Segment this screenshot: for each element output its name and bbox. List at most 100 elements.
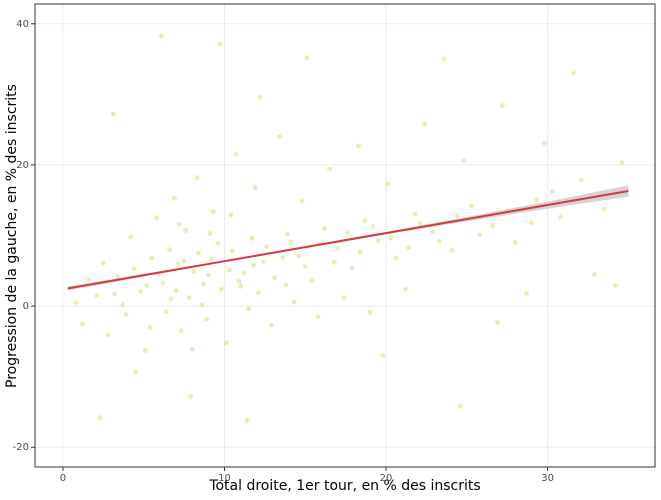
point [110, 111, 116, 117]
point [226, 267, 232, 273]
point [430, 229, 436, 235]
point [280, 254, 286, 260]
point [210, 209, 216, 214]
point [149, 255, 155, 261]
point [236, 278, 242, 284]
point [196, 250, 202, 256]
point [105, 332, 111, 338]
point [199, 302, 205, 308]
point [223, 340, 229, 346]
point [264, 244, 269, 250]
point [449, 247, 455, 253]
point [315, 314, 321, 320]
point [541, 140, 547, 146]
point [461, 158, 466, 164]
point [285, 231, 290, 237]
point [79, 321, 85, 327]
point [217, 41, 223, 47]
point [388, 235, 394, 241]
point [558, 214, 563, 220]
point [362, 218, 368, 224]
point [495, 319, 500, 325]
point [205, 272, 211, 278]
panel [35, 4, 655, 467]
point [393, 255, 399, 261]
point [218, 286, 224, 292]
point [309, 278, 315, 284]
point [272, 275, 277, 281]
point [499, 103, 505, 109]
point [207, 230, 213, 236]
y-tick-label: 20 [16, 160, 29, 171]
point [160, 280, 166, 286]
point [579, 177, 584, 183]
point [299, 198, 305, 204]
point [260, 259, 266, 265]
point [189, 346, 195, 352]
point [131, 266, 137, 272]
panel-border [34, 3, 656, 468]
point [168, 296, 174, 302]
point [344, 230, 350, 236]
point [601, 206, 607, 212]
fit-line [67, 190, 629, 290]
point [252, 185, 258, 190]
point [181, 258, 187, 264]
point [406, 245, 412, 250]
point [128, 234, 134, 240]
point [380, 353, 386, 358]
y-tick-label: 40 [16, 19, 29, 30]
point [142, 348, 148, 353]
point [613, 283, 618, 289]
point [288, 239, 294, 245]
point [244, 418, 250, 423]
point [550, 189, 555, 195]
point [163, 309, 169, 315]
point [512, 240, 518, 245]
point [86, 276, 92, 282]
point [204, 317, 210, 322]
point [441, 56, 447, 62]
point [73, 300, 79, 305]
point [524, 290, 529, 296]
point [422, 121, 428, 127]
point [403, 286, 408, 292]
point [469, 203, 475, 209]
point [327, 166, 332, 172]
point [490, 223, 496, 229]
point [144, 283, 150, 289]
point [417, 221, 423, 226]
point [592, 271, 597, 277]
point [349, 265, 355, 271]
point [238, 283, 244, 289]
x-tick-label: 30 [541, 473, 554, 484]
point [178, 328, 184, 334]
point [457, 403, 463, 409]
point [230, 248, 235, 254]
point [375, 238, 381, 243]
point [194, 175, 200, 181]
point [191, 269, 197, 274]
point [209, 256, 214, 262]
point [159, 33, 164, 39]
point [154, 215, 160, 221]
y-axis-title: Progression de la gauche, en % des inscr… [4, 84, 20, 388]
y-tick-label: 0 [23, 301, 29, 312]
point [370, 223, 376, 229]
point [138, 288, 143, 294]
point [175, 262, 181, 267]
point [147, 324, 153, 330]
point [357, 249, 363, 255]
point [183, 228, 189, 233]
point [454, 213, 460, 219]
point [533, 197, 539, 202]
point [302, 264, 308, 269]
point [249, 235, 255, 241]
point [331, 259, 337, 265]
point [477, 232, 483, 238]
point [100, 260, 106, 266]
point [251, 262, 256, 268]
point [186, 295, 192, 301]
point [167, 247, 172, 253]
